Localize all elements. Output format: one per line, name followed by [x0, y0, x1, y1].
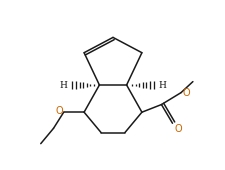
Text: H: H	[158, 81, 166, 89]
Text: O: O	[182, 88, 189, 98]
Text: H: H	[59, 81, 67, 89]
Text: O: O	[174, 124, 181, 134]
Text: O: O	[55, 106, 63, 116]
